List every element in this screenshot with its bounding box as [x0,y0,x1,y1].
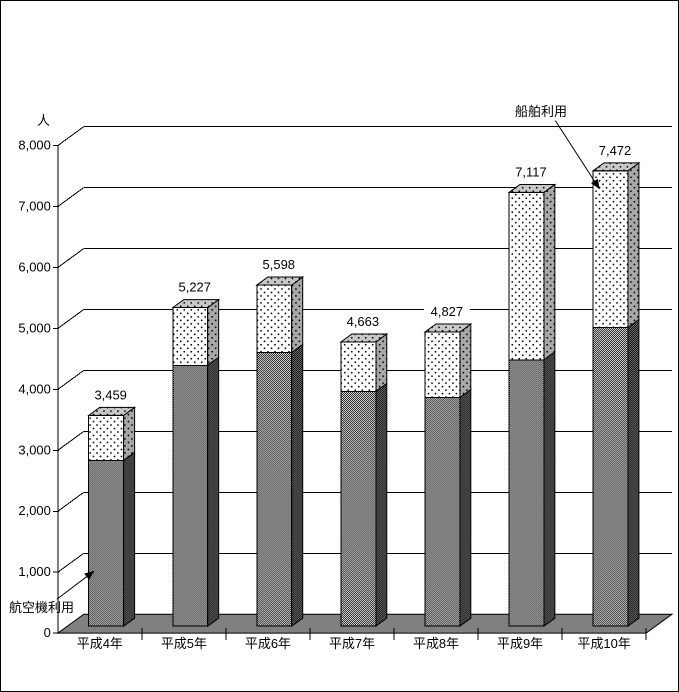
gridline-connector [57,430,85,451]
total-label: 7,117 [515,164,546,179]
bar-side-airplane [123,451,136,628]
y-tick-label: 4,000 [18,381,50,396]
total-label-bg [171,280,218,294]
total-label-bg [423,305,470,319]
bar-side-airplane [459,388,472,628]
gridline-connector [57,309,85,329]
airplane-annotation-label: 航空機利用 [9,600,75,615]
bar-side-ship [207,298,220,367]
total-label: 4,827 [431,304,463,319]
bar-segment-ship [340,341,377,393]
total-label-bg [339,315,386,329]
y-tick-label: 7,000 [18,199,50,214]
y-tick-label: 1,000 [18,564,50,579]
total-label: 5,227 [179,280,211,295]
y-tick-label: 3,000 [18,442,50,457]
category-label: 平成5年 [161,636,207,651]
gridline-connector [57,248,85,268]
total-label-bg [508,165,554,179]
gridline-connector [57,552,85,573]
bar-segment-airplane [88,459,125,627]
bar-side-airplane [291,343,304,628]
category-label: 平成8年 [413,636,459,651]
gridline-connector [57,187,85,207]
category-label: 平成6年 [245,636,291,651]
bar-side-ship [627,161,640,329]
bar-side-airplane [207,356,220,628]
bar-segment-ship [88,414,125,461]
total-label: 5,598 [263,257,295,272]
total-label: 3,459 [94,387,126,402]
bar-side-ship [543,183,556,361]
bar-side-ship [459,323,472,399]
total-label: 7,472 [599,143,631,158]
bar-segment-ship [172,307,209,366]
bar-segment-airplane [172,364,209,627]
total-label-bg [87,388,134,402]
gridline-connector [57,126,85,146]
bar-segment-ship [256,284,293,354]
category-label: 平成9年 [497,636,543,651]
bar-segment-airplane [424,397,461,627]
bar-segment-airplane [256,352,293,627]
y-axis-unit-label: 人 [37,113,51,128]
bar-segment-ship [508,191,545,361]
ship-annotation-label: 船舶利用 [515,104,568,119]
y-tick-label: 8,000 [18,138,50,153]
bar-segment-ship [424,331,461,399]
total-label: 4,663 [347,314,379,329]
y-tick-label: 2,000 [18,503,50,518]
y-tick-label: 5,000 [18,320,50,335]
airplane-callout-line [56,570,95,600]
bar-side-airplane [375,382,388,628]
bar-side-ship [291,276,304,354]
y-tick-label: 0 [44,625,51,640]
bar-side-ship [123,406,136,462]
bar-segment-ship [592,170,629,329]
gridline-connector [57,491,85,512]
total-label-bg [255,258,302,272]
y-tick-label: 6,000 [18,259,50,274]
bar-side-airplane [627,318,640,628]
bar-segment-airplane [592,327,629,627]
category-label: 平成4年 [77,636,123,651]
bar-segment-airplane [508,359,545,627]
bar-segment-airplane [340,391,377,627]
bar-side-ship [375,333,388,393]
category-label: 平成7年 [329,636,375,651]
category-label: 平成10年 [578,636,631,651]
bar-side-airplane [543,350,556,628]
gridline-connector [57,370,85,390]
ship-callout-line [554,120,600,190]
total-label-bg [592,143,638,157]
